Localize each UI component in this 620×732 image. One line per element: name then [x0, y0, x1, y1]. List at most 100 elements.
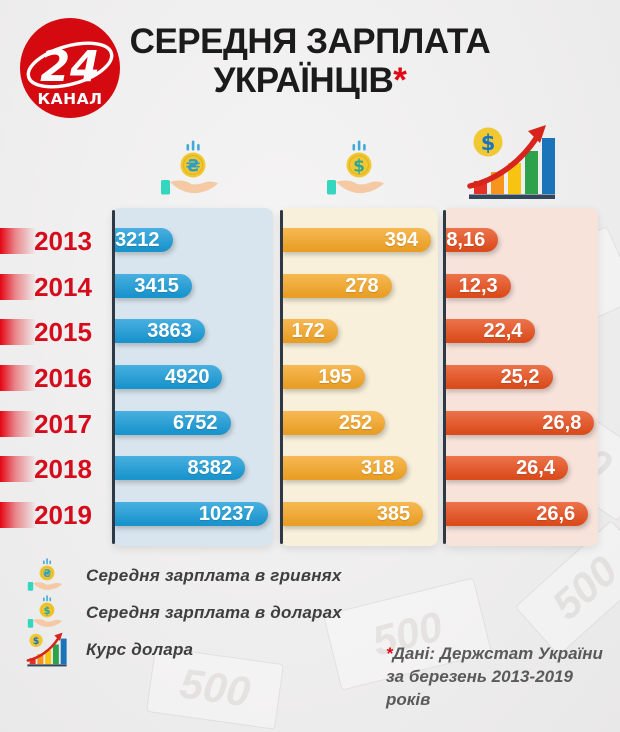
bar-usd-2017: 252 [281, 411, 386, 435]
title-asterisk: * [393, 61, 407, 100]
usd-salary-panel: 394 278 172 195 252 318 385 [280, 208, 438, 546]
year-marker [0, 456, 38, 482]
year-label: 2016 [34, 363, 92, 393]
bar-usd-2016: 195 [281, 365, 365, 389]
hryvnia-symbol: ₴ [186, 157, 201, 177]
hand-hryvnia-icon: ₴ [24, 557, 70, 594]
bar-value: 22,4 [483, 320, 523, 342]
bar-value: 10237 [198, 503, 255, 525]
bar-value: 8382 [187, 457, 233, 479]
growth-chart-icon: $ [466, 124, 558, 207]
bar-uah-2015: 3863 [113, 319, 205, 343]
bar-rate-2016: 25,2 [444, 365, 553, 389]
year-row-2018: 2018 [0, 456, 110, 482]
title-line-2-text: УКРАЇНЦІВ [213, 61, 394, 100]
year-label: 2018 [34, 454, 92, 484]
axis-spine [280, 210, 283, 544]
year-marker [0, 228, 38, 254]
year-row-2015: 2015 [0, 319, 110, 345]
bar-uah-2019: 10237 [113, 502, 268, 526]
year-label: 2013 [34, 226, 92, 256]
bar-value: 26,4 [516, 457, 555, 479]
axis-spine [443, 210, 446, 544]
year-row-2014: 2014 [0, 274, 110, 300]
legend-item-uah: ₴ Середня зарплата в гривнях [24, 557, 342, 594]
footnote-asterisk: * [386, 644, 393, 663]
page-title: СЕРЕДНЯ ЗАРПЛАТА УКРАЇНЦІВ* [105, 22, 515, 100]
legend-item-rate: $ Курс долара [24, 631, 342, 668]
year-marker [0, 365, 38, 391]
bar-value: 25,2 [500, 366, 540, 388]
exchange-rate-panel: 8,16 12,3 22,4 25,2 26,8 26,4 26,6 [443, 208, 598, 546]
dollar-symbol: $ [43, 605, 50, 616]
data-source-footnote: *Дані: Держстат України за березень 2013… [386, 642, 618, 711]
hand-dollar-icon: $ [24, 594, 70, 631]
year-label: 2015 [34, 317, 92, 347]
year-label: 2014 [34, 272, 92, 302]
uah-salary-panel: 3212 3415 3863 4920 6752 8382 10237 [112, 208, 273, 546]
year-marker [0, 319, 38, 345]
bar-value: 6752 [173, 412, 218, 434]
bar-uah-2017: 6752 [113, 411, 231, 435]
24-kanal-logo-graphic: 24 КАНАЛ [20, 18, 120, 118]
bar-uah-2016: 4920 [113, 365, 223, 389]
axis-spine [112, 210, 115, 544]
year-label: 2017 [34, 409, 92, 439]
bar-rate-2013: 8,16 [444, 228, 499, 252]
bar-uah-2013: 3212 [113, 228, 173, 252]
bar-value: 4920 [164, 366, 210, 388]
24-kanal-logo: 24 КАНАЛ [20, 18, 120, 118]
year-marker [0, 411, 38, 437]
bar-value: 3212 [115, 229, 160, 251]
dollar-symbol: $ [353, 157, 365, 177]
year-row-2016: 2016 [0, 365, 110, 391]
bar-value: 26,6 [536, 503, 576, 525]
bar-value: 278 [345, 275, 379, 297]
banknote-numeral: 500 [542, 546, 620, 629]
bar-value: 252 [338, 412, 373, 434]
dollar-symbol: $ [481, 131, 496, 155]
footnote-text: Дані: Держстат України за березень 2013-… [386, 644, 603, 709]
bar-value: 26,8 [542, 412, 582, 434]
bar-uah-2014: 3415 [113, 274, 192, 298]
bar-usd-2014: 278 [281, 274, 392, 298]
year-row-2017: 2017 [0, 411, 110, 437]
hand-hryvnia-icon: ₴ [160, 140, 226, 205]
legend-label: Курс долара [86, 639, 194, 659]
bar-value: 3863 [147, 320, 192, 342]
title-line-1: СЕРЕДНЯ ЗАРПЛАТА [129, 22, 491, 61]
year-row-2019: 2019 [0, 502, 110, 528]
bar-value: 394 [384, 229, 419, 251]
bar-rate-2014: 12,3 [444, 274, 511, 298]
bar-value: 8,16 [446, 229, 486, 251]
legend: ₴ Середня зарплата в гривнях $ Середня з… [24, 557, 342, 668]
hand-dollar-icon: $ [326, 140, 392, 205]
bar-rate-2015: 22,4 [444, 319, 536, 343]
dollar-symbol: $ [33, 636, 40, 647]
bar-usd-2015: 172 [281, 319, 338, 343]
title-line-2: УКРАЇНЦІВ* [105, 61, 515, 100]
bar-value: 172 [291, 320, 325, 342]
growth-chart-icon: $ [24, 632, 70, 668]
bar-rate-2019: 26,6 [444, 502, 589, 526]
bar-rate-2018: 26,4 [444, 456, 568, 480]
bar-usd-2013: 394 [281, 228, 432, 252]
year-marker [0, 274, 38, 300]
bar-value: 12,3 [458, 275, 498, 297]
year-row-2013: 2013 [0, 228, 110, 254]
year-label: 2019 [34, 500, 92, 530]
bar-usd-2019: 385 [281, 502, 424, 526]
bar-rate-2017: 26,8 [444, 411, 595, 435]
hryvnia-symbol: ₴ [43, 568, 52, 579]
bar-uah-2018: 8382 [113, 456, 246, 480]
logo-word: КАНАЛ [37, 90, 102, 108]
bar-value: 385 [376, 503, 411, 525]
legend-label: Середня зарплата в гривнях [86, 565, 342, 585]
bar-usd-2018: 318 [281, 456, 408, 480]
bar-value: 195 [318, 366, 352, 388]
bar-value: 3415 [134, 275, 179, 297]
logo-number: 24 [40, 42, 100, 92]
legend-label: Середня зарплата в доларах [86, 602, 342, 622]
legend-item-usd: $ Середня зарплата в доларах [24, 594, 342, 631]
